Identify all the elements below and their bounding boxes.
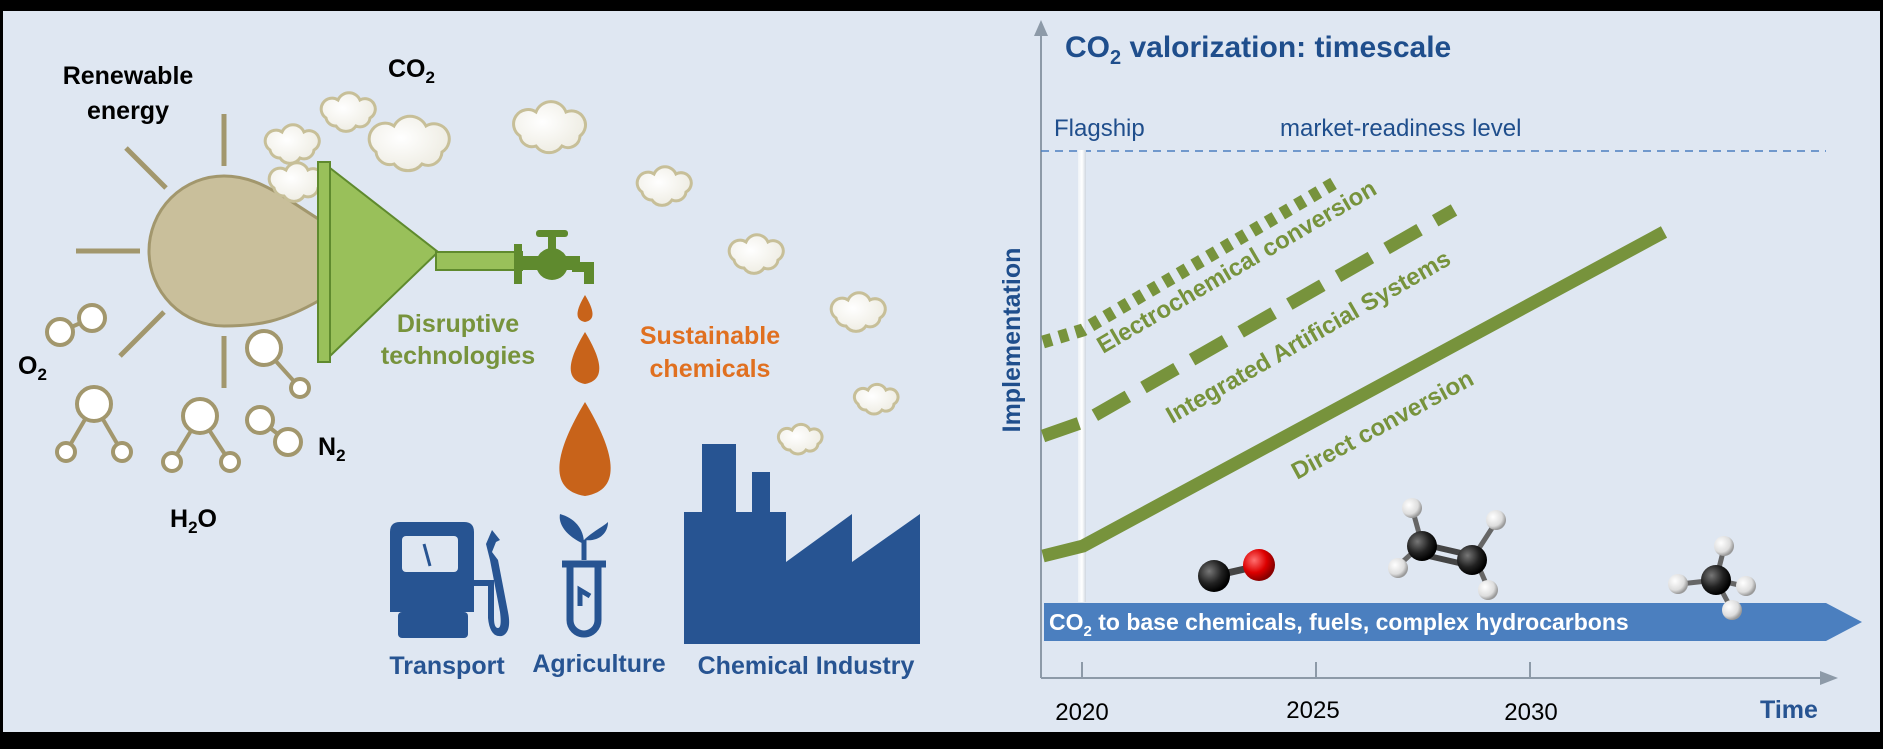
- drop-icon: [577, 295, 593, 322]
- cloud-icon: [263, 123, 321, 165]
- x-tick-label-2025: 2025: [1286, 697, 1339, 724]
- agriculture-label: Agriculture: [532, 650, 665, 678]
- water-molecule-atom: [161, 451, 183, 473]
- chemical-industry-label: Chemical Industry: [698, 652, 915, 680]
- x-axis-label: Time: [1760, 696, 1818, 724]
- funnel-rim: [317, 161, 331, 363]
- technologies-label: technologies: [381, 342, 535, 370]
- water-molecule-atom: [289, 377, 311, 399]
- cloud-icon: [319, 91, 377, 133]
- funnel-cone: [329, 165, 440, 359]
- co2-label: CO2: [388, 55, 435, 87]
- cloud-icon: [512, 100, 587, 155]
- gas-molecules: [45, 303, 311, 473]
- h2o-label: H2O: [170, 505, 217, 537]
- cloud-icon: [852, 382, 900, 416]
- water-molecule-atom: [75, 385, 113, 423]
- sun-shape: [147, 174, 322, 328]
- water-molecule-atom: [245, 329, 283, 367]
- direct-conversion-line: [1041, 226, 1668, 563]
- ethylene-molecule: [1388, 498, 1506, 600]
- co2-products-arrow: [1044, 603, 1862, 641]
- co2-products-label: CO2 to base chemicals, fuels, complex hy…: [1049, 609, 1629, 640]
- renewable-label: Renewable: [63, 62, 194, 90]
- tap-icon: [514, 230, 594, 284]
- co2-clouds: [263, 91, 900, 456]
- water-molecule-atom: [55, 441, 77, 463]
- water-molecule-atom: [219, 451, 241, 473]
- drop-icon: [559, 402, 611, 496]
- energy-label: energy: [87, 97, 169, 125]
- factory-icon: [684, 444, 920, 644]
- o2-molecule-atom: [77, 303, 107, 333]
- sun-rays: [76, 114, 227, 388]
- n2-label: N2: [318, 433, 346, 465]
- cloud-icon: [367, 114, 451, 173]
- transport-label: Transport: [389, 652, 505, 680]
- flagship-marker: [1078, 150, 1086, 602]
- n2-molecule-atom: [245, 405, 275, 435]
- x-axis-arrowhead: [1820, 671, 1838, 685]
- funnel-pipe: [435, 251, 523, 271]
- cloud-icon: [727, 233, 785, 275]
- integrated-systems-line: [1040, 204, 1458, 443]
- chart-title: CO2 valorization: timescale: [1065, 31, 1451, 69]
- x-tick-label-2020: 2020: [1055, 699, 1108, 726]
- x-tick-label-2030: 2030: [1504, 699, 1557, 726]
- cloud-icon: [829, 291, 887, 333]
- n2-molecule-atom: [273, 427, 303, 457]
- carbon-monoxide-molecule: [1198, 549, 1275, 592]
- methane-molecule: [1668, 536, 1756, 620]
- cloud-icon: [635, 165, 693, 207]
- market-readiness-label: market-readiness level: [1280, 115, 1521, 142]
- water-molecule-atom: [181, 397, 219, 435]
- drop-icon: [570, 332, 600, 384]
- fuel-pump-needle: [422, 543, 432, 567]
- y-axis-arrowhead: [1034, 20, 1048, 36]
- o2-label: O2: [18, 352, 47, 384]
- electrochemical-line: [1041, 176, 1340, 349]
- chemicals-label: chemicals: [650, 355, 771, 383]
- y-axis-label: Implementation: [998, 248, 1026, 433]
- disruptive-label: Disruptive: [397, 310, 519, 338]
- cloud-icon: [776, 422, 824, 456]
- water-molecule-atom: [111, 441, 133, 463]
- fuel-pump-gauge: [402, 536, 458, 572]
- sustainable-drops: [559, 295, 611, 496]
- plant-tube-icon: [559, 514, 608, 638]
- sustainable-label: Sustainable: [640, 322, 780, 350]
- o2-molecule-atom: [45, 317, 75, 347]
- flagship-label: Flagship: [1054, 115, 1145, 142]
